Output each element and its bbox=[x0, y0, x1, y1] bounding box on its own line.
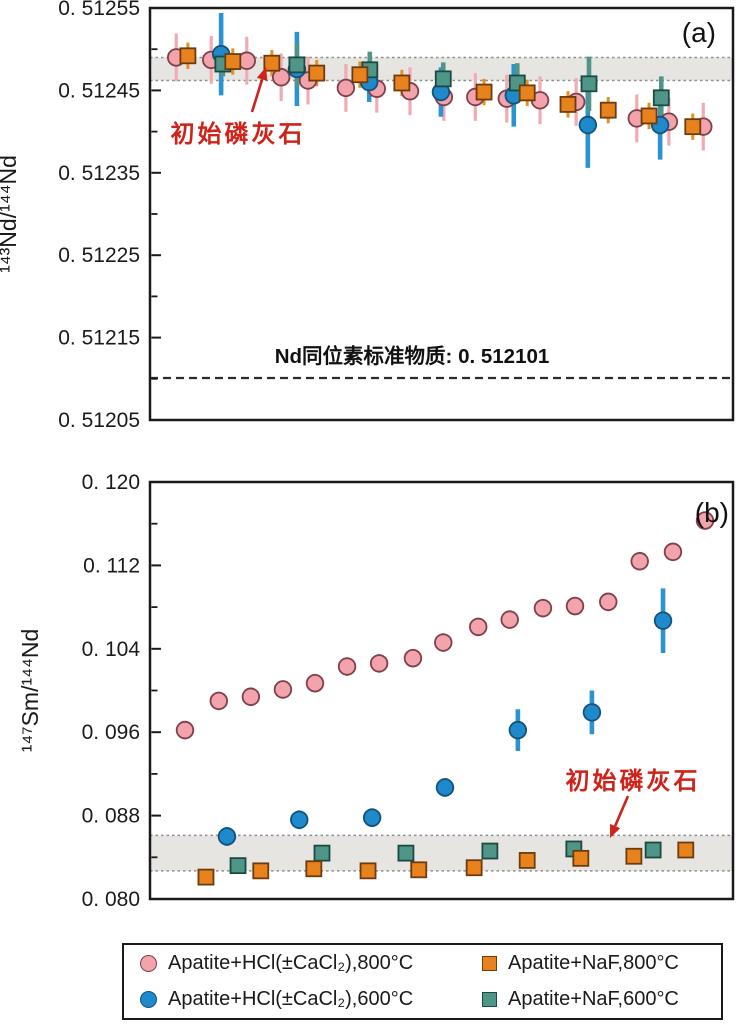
pink-circle-marker-icon bbox=[140, 954, 157, 972]
blue-circle-marker-icon bbox=[140, 991, 157, 1009]
panel-b-orange-point-6 bbox=[518, 852, 536, 869]
panel-a-teal-point-6 bbox=[652, 89, 670, 107]
panel-a-standard-ref-label: Nd同位素标准物质: 0. 512101 bbox=[275, 344, 550, 368]
panel-b-pink-point-8 bbox=[434, 633, 453, 652]
panel-b-orange-point-0 bbox=[197, 868, 215, 886]
panel-b-teal-point-3 bbox=[481, 842, 499, 860]
panel-a-orange-point-0 bbox=[179, 47, 197, 65]
panel-a-y-axis-title: ¹⁴³Nd/¹⁴⁴Nd bbox=[0, 155, 21, 273]
panel-b-y-tick-label: 0. 104 bbox=[82, 638, 141, 661]
panel-b-orange-point-1 bbox=[252, 862, 270, 880]
panel-b-blue-point-2 bbox=[362, 808, 382, 827]
panel-a-initial-apatite-annotation: 初始磷灰石 bbox=[171, 121, 306, 148]
panel-b-pink-point-0 bbox=[175, 720, 195, 740]
panel-b-pink-point-9 bbox=[469, 617, 488, 637]
panel-a-orange-point-10 bbox=[640, 107, 658, 125]
panel-a-orange-point-9 bbox=[599, 101, 617, 119]
panel-a-orange-point-6 bbox=[475, 83, 493, 101]
legend-item-naf-600: Apatite+NaF,600°C bbox=[482, 988, 721, 1011]
panel-b-pink-point-6 bbox=[369, 654, 389, 673]
legend-label: Apatite+HCl(±CaCl₂),800°C bbox=[168, 951, 414, 974]
teal-square-marker-icon bbox=[482, 992, 497, 1008]
panel-b-y-tick-label: 0. 080 bbox=[82, 888, 140, 911]
panel-b-orange-point-4 bbox=[410, 861, 428, 879]
panel-b-pink-point-2 bbox=[241, 687, 261, 706]
legend-item-naf-800: Apatite+NaF,800°C bbox=[482, 952, 721, 975]
panel-a-pink-point-5 bbox=[336, 78, 356, 98]
legend-label: Apatite+NaF,800°C bbox=[508, 951, 679, 974]
panel-a-plot-frame bbox=[148, 6, 735, 422]
panel-a-orange-point-1 bbox=[224, 53, 242, 70]
panel-b-blue-point-5 bbox=[582, 703, 602, 722]
panel-b-pink-point-5 bbox=[337, 657, 357, 676]
panel-a-orange-point-5 bbox=[393, 74, 411, 92]
panel-b-blue-point-0 bbox=[217, 827, 237, 846]
panel-a-y-tick-label: 0. 51245 bbox=[58, 79, 140, 102]
panel-b-y-tick-label: 0. 120 bbox=[82, 471, 140, 494]
panel-a-annotation-arrowhead-icon bbox=[256, 67, 268, 82]
panel-a-orange-point-2 bbox=[263, 54, 281, 72]
panel-a-teal-point-5 bbox=[580, 75, 598, 93]
panel-b-corner-label: (b) bbox=[695, 497, 729, 528]
panel-b-orange-point-3 bbox=[359, 862, 377, 880]
panel-b-pink-point-3 bbox=[273, 680, 293, 699]
panel-b-pink-point-12 bbox=[565, 596, 585, 616]
panel-b-blue-point-1 bbox=[290, 810, 309, 829]
panel-a-corner-label: (a) bbox=[682, 17, 716, 48]
panel-b-y-tick-label: 0. 112 bbox=[83, 554, 140, 577]
panel-b-y-tick-label: 0. 096 bbox=[82, 721, 140, 744]
panel-a-teal-point-3 bbox=[434, 70, 452, 88]
panel-b-orange-point-9 bbox=[677, 841, 695, 859]
panel-b-pink-point-14 bbox=[630, 552, 649, 571]
panel-b-pink-point-10 bbox=[500, 610, 519, 629]
legend-box: Apatite+HCl(±CaCl₂),800°C Apatite+HCl(±C… bbox=[122, 943, 723, 1020]
legend-item-hcl-800: Apatite+HCl(±CaCl₂),800°C bbox=[140, 952, 482, 975]
legend-item-hcl-600: Apatite+HCl(±CaCl₂),600°C bbox=[140, 988, 482, 1011]
panel-b-y-axis-title: ¹⁴⁷Sm/¹⁴⁴Nd bbox=[17, 629, 43, 753]
panel-b-orange-point-2 bbox=[305, 860, 323, 878]
panel-b-teal-point-2 bbox=[397, 844, 415, 862]
panel-a-orange-point-3 bbox=[308, 64, 326, 82]
panel-b-annotation-arrow-line bbox=[613, 795, 630, 827]
panel-b-pink-point-1 bbox=[209, 691, 228, 711]
panel-a-pink-point-3 bbox=[271, 68, 291, 87]
panel-b-blue-point-3 bbox=[435, 778, 455, 797]
panel-a-orange-point-4 bbox=[351, 66, 369, 84]
panel-a-orange-point-11 bbox=[684, 118, 702, 136]
panel-b-orange-point-8 bbox=[625, 847, 643, 865]
panel-a-y-tick-label: 0. 51215 bbox=[58, 327, 140, 350]
panel-a-y-tick-label: 0. 51225 bbox=[58, 244, 140, 267]
panel-a-teal-point-1 bbox=[288, 56, 306, 74]
panel-b-initial-apatite-annotation: 初始磷灰石 bbox=[566, 768, 701, 795]
panel-b-annotation-arrowhead-icon bbox=[610, 823, 621, 838]
panel-a-annotation-arrow-line bbox=[250, 79, 264, 113]
panel-b-chart: 0. 120 0. 112 0. 104 0. 096 0. 088 0. 080 ¹⁴⁷S… bbox=[17, 471, 735, 911]
panel-a-y-tick-label: 0. 51235 bbox=[58, 162, 140, 185]
panel-b-pink-point-16 bbox=[695, 511, 715, 530]
panel-a-orange-point-8 bbox=[559, 96, 577, 113]
panel-a-chart: Nd同位素标准物质: 0. 512101 0. 51255 0. 51245 0. 5… bbox=[0, 0, 735, 432]
legend-label: Apatite+NaF,600°C bbox=[508, 988, 679, 1011]
panel-a-y-tick-label: 0. 51205 bbox=[58, 409, 140, 432]
orange-square-marker-icon bbox=[482, 955, 497, 971]
panel-b-pink-point-11 bbox=[533, 598, 553, 618]
panel-b-orange-point-5 bbox=[465, 859, 483, 877]
panel-b-teal-point-1 bbox=[313, 844, 331, 862]
panel-b-pink-point-4 bbox=[305, 674, 325, 693]
panel-b-orange-point-7 bbox=[572, 849, 590, 867]
panel-b-pink-point-7 bbox=[403, 648, 423, 668]
panel-b-plot-frame bbox=[148, 480, 735, 901]
panel-b-blue-point-4 bbox=[508, 720, 528, 740]
panel-b-pink-point-15 bbox=[663, 542, 683, 562]
panel-a-y-tick-label: 0. 51255 bbox=[58, 0, 140, 20]
panel-b-teal-point-0 bbox=[229, 857, 247, 875]
panel-b-blue-point-6 bbox=[653, 611, 673, 630]
legend-label: Apatite+HCl(±CaCl₂),600°C bbox=[168, 988, 414, 1011]
panel-b-y-tick-label: 0. 088 bbox=[82, 805, 140, 828]
panel-a-orange-point-7 bbox=[518, 84, 536, 102]
panel-b-pink-point-13 bbox=[599, 592, 618, 612]
panel-b-teal-point-5 bbox=[644, 841, 662, 859]
panel-a-blue-point-5 bbox=[578, 115, 598, 135]
